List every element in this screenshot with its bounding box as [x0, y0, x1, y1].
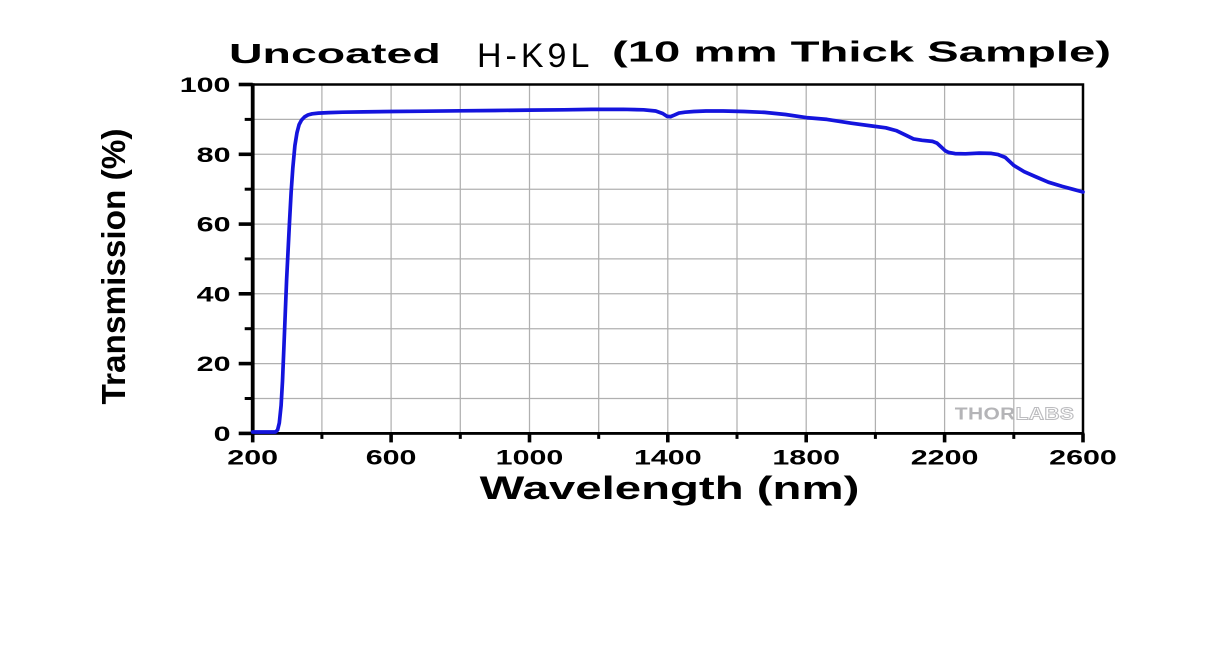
svg-text:2600: 2600	[1049, 445, 1117, 469]
svg-text:1800: 1800	[772, 445, 840, 469]
svg-text:THORLABS: THORLABS	[955, 405, 1074, 424]
svg-text:Wavelength (nm): Wavelength (nm)	[480, 470, 860, 506]
svg-text:100: 100	[180, 73, 231, 97]
svg-text:600: 600	[366, 445, 417, 469]
svg-text:Uncoated: Uncoated	[229, 38, 441, 69]
svg-text:1000: 1000	[496, 445, 564, 469]
svg-text:2200: 2200	[911, 445, 979, 469]
svg-text:(10 mm Thick Sample): (10 mm Thick Sample)	[612, 36, 1111, 68]
svg-text:60: 60	[197, 212, 231, 236]
svg-text:Transmission (%): Transmission (%)	[96, 129, 133, 405]
svg-text:20: 20	[197, 352, 231, 376]
svg-text:1400: 1400	[634, 445, 702, 469]
svg-text:200: 200	[227, 445, 278, 469]
svg-text:80: 80	[197, 143, 231, 167]
svg-text:H-K9L: H-K9L	[477, 37, 593, 75]
svg-text:0: 0	[214, 422, 231, 446]
svg-text:40: 40	[197, 282, 231, 306]
